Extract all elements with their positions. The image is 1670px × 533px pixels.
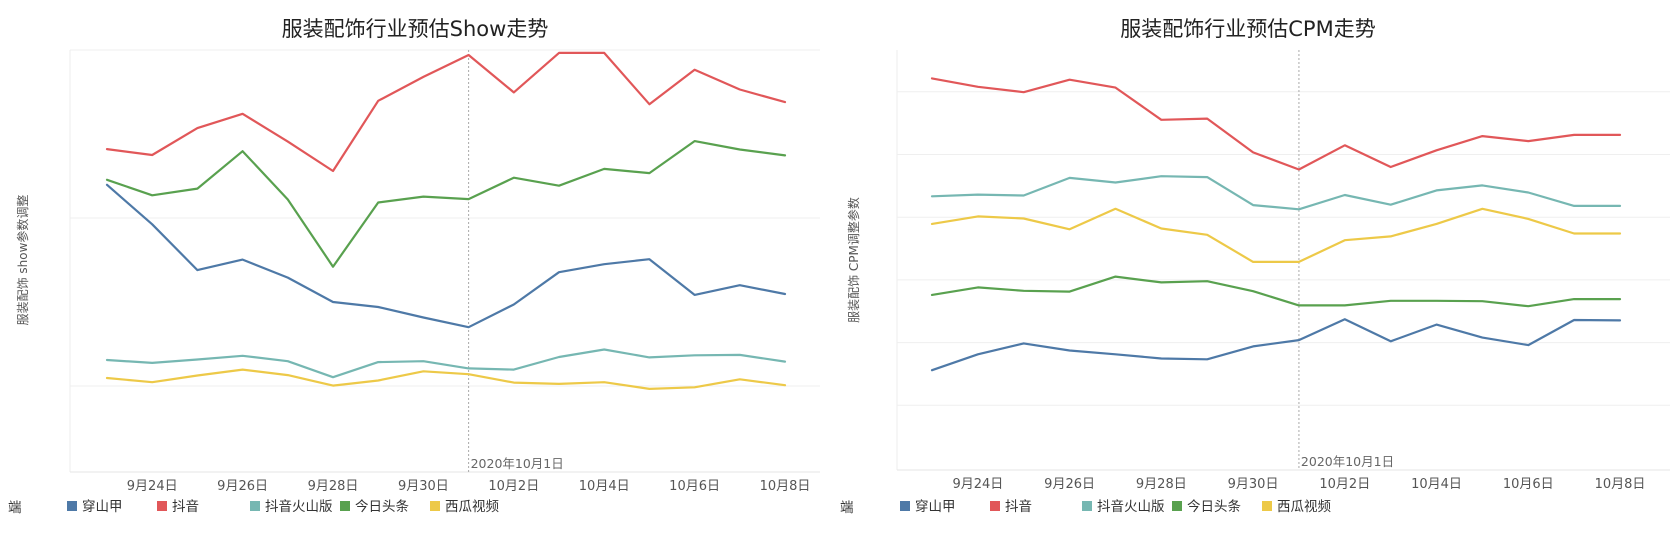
x-tick-label: 10月2日 bbox=[488, 479, 539, 494]
legend-swatch bbox=[1262, 501, 1272, 511]
x-tick-label: 9月24日 bbox=[127, 479, 178, 494]
y-axis-label: 服装配饰 show参数调整 bbox=[15, 195, 30, 326]
series-line[interactable] bbox=[105, 183, 787, 329]
series-line[interactable] bbox=[930, 207, 1622, 263]
series-line[interactable] bbox=[105, 348, 787, 379]
x-tick-label: 9月28日 bbox=[308, 479, 359, 494]
legend-title: 端 bbox=[8, 500, 22, 516]
legend: 端 穿山甲 抖音 抖音火山版 今日头条 西瓜视频 bbox=[840, 498, 1331, 516]
legend-swatch bbox=[900, 501, 910, 511]
series-line[interactable] bbox=[930, 275, 1622, 308]
legend-item-label[interactable]: 抖音火山版 bbox=[265, 498, 333, 515]
cpm-trend-chart: 服装配饰行业预估CPM走势 服装配饰 CPM调整参数 2020年10月1日 9月… bbox=[846, 17, 1670, 492]
x-tick-label: 9月24日 bbox=[952, 477, 1003, 492]
legend-item-label[interactable]: 抖音火山版 bbox=[1097, 498, 1165, 515]
legend-item-label[interactable]: 西瓜视频 bbox=[1277, 499, 1331, 515]
x-tick-label: 10月8日 bbox=[760, 479, 811, 494]
series-line[interactable] bbox=[930, 318, 1622, 372]
legend-title: 端 bbox=[840, 500, 854, 516]
x-tick-label: 10月2日 bbox=[1319, 477, 1370, 492]
x-tick-label: 9月26日 bbox=[1044, 477, 1095, 492]
reference-line-label: 2020年10月1日 bbox=[471, 456, 564, 471]
legend: 端 穿山甲 抖音 抖音火山版 今日头条 西瓜视频 bbox=[8, 498, 499, 516]
series-line[interactable] bbox=[105, 51, 787, 173]
legend-item-label[interactable]: 抖音 bbox=[1005, 498, 1032, 515]
x-tick-label: 10月4日 bbox=[579, 479, 630, 494]
series-line[interactable] bbox=[930, 175, 1622, 211]
chart-title: 服装配饰行业预估Show走势 bbox=[282, 17, 549, 41]
legend-swatch bbox=[1082, 501, 1092, 511]
x-tick-label: 10月8日 bbox=[1595, 477, 1646, 492]
legend-swatch bbox=[340, 501, 350, 511]
x-tick-label: 10月6日 bbox=[669, 479, 720, 494]
legend-swatch bbox=[157, 501, 167, 511]
series-line[interactable] bbox=[930, 77, 1622, 171]
legend-swatch bbox=[250, 501, 260, 511]
chart-title: 服装配饰行业预估CPM走势 bbox=[1120, 17, 1375, 41]
legend-item-label[interactable]: 抖音 bbox=[172, 498, 199, 515]
legend-swatch bbox=[430, 501, 440, 511]
x-tick-label: 9月30日 bbox=[398, 479, 449, 494]
x-tick-label: 10月4日 bbox=[1411, 477, 1462, 492]
show-trend-chart: 服装配饰行业预估Show走势 服装配饰 show参数调整 2020年10月1日 … bbox=[15, 17, 820, 494]
series-line[interactable] bbox=[105, 140, 787, 268]
legend-item-label[interactable]: 西瓜视频 bbox=[445, 499, 499, 515]
y-axis-label: 服装配饰 CPM调整参数 bbox=[846, 197, 861, 323]
series-line[interactable] bbox=[105, 368, 787, 390]
legend-swatch bbox=[1172, 501, 1182, 511]
legend-item-label[interactable]: 穿山甲 bbox=[82, 499, 123, 515]
x-tick-label: 10月6日 bbox=[1503, 477, 1554, 492]
legend-item-label[interactable]: 穿山甲 bbox=[915, 499, 956, 515]
x-tick-label: 9月28日 bbox=[1136, 477, 1187, 492]
legend-item-label[interactable]: 今日头条 bbox=[1187, 498, 1241, 515]
x-tick-label: 9月26日 bbox=[217, 479, 268, 494]
legend-swatch bbox=[990, 501, 1000, 511]
reference-line-label: 2020年10月1日 bbox=[1301, 454, 1394, 469]
legend-item-label[interactable]: 今日头条 bbox=[355, 498, 409, 515]
legend-swatch bbox=[67, 501, 77, 511]
x-tick-label: 9月30日 bbox=[1228, 477, 1279, 492]
